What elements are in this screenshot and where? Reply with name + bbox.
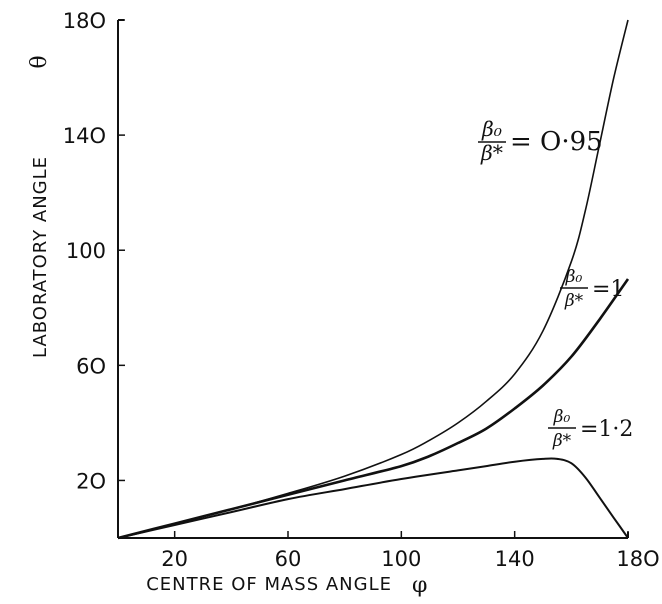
label-denominator: β* [552, 431, 572, 451]
label-numerator: β₀ [481, 117, 502, 141]
tick-marks [118, 19, 629, 538]
x-axis-symbol: φ [412, 573, 427, 598]
y-axis-label: LABORATORY ANGLE [30, 156, 51, 358]
label-value: =1·2 [580, 417, 633, 442]
x-tick-label: 60 [275, 547, 302, 571]
curve-1 [117, 278, 630, 540]
y-tick-label: 14O [63, 124, 106, 148]
curves [117, 19, 630, 540]
x-axis-label: CENTRE OF MASS ANGLE [146, 574, 392, 595]
x-tick-label: 20 [161, 547, 188, 571]
y-tick-label: 2O [76, 469, 106, 493]
x-tick-label: 100 [381, 547, 421, 571]
y-tick-label: 6O [76, 354, 106, 378]
curve-label-1: β₀ β* =1 [560, 267, 624, 311]
x-tick-label: 140 [495, 547, 535, 571]
y-axis-symbol: θ [27, 55, 52, 68]
label-value: = O·95 [510, 127, 603, 157]
curve-label-0-95: β₀β* = O·95 [478, 117, 603, 165]
tick-labels: 20 60 100 140 18O 2O 6O 100 14O 18O [63, 9, 660, 571]
label-numerator: β₀ [565, 267, 583, 287]
label-denominator: β* [480, 141, 503, 165]
label-value: =1 [592, 277, 624, 302]
y-tick-label: 18O [63, 9, 106, 33]
label-numerator: β₀ [553, 407, 571, 427]
curve-0-95 [117, 19, 629, 539]
curve-1-2 [117, 457, 629, 539]
curve-label-1-2: β₀ β* =1·2 [548, 407, 633, 451]
y-tick-label: 100 [66, 239, 106, 263]
axes [117, 19, 629, 539]
label-denominator: β* [564, 291, 584, 311]
x-tick-label: 18O [616, 547, 659, 571]
